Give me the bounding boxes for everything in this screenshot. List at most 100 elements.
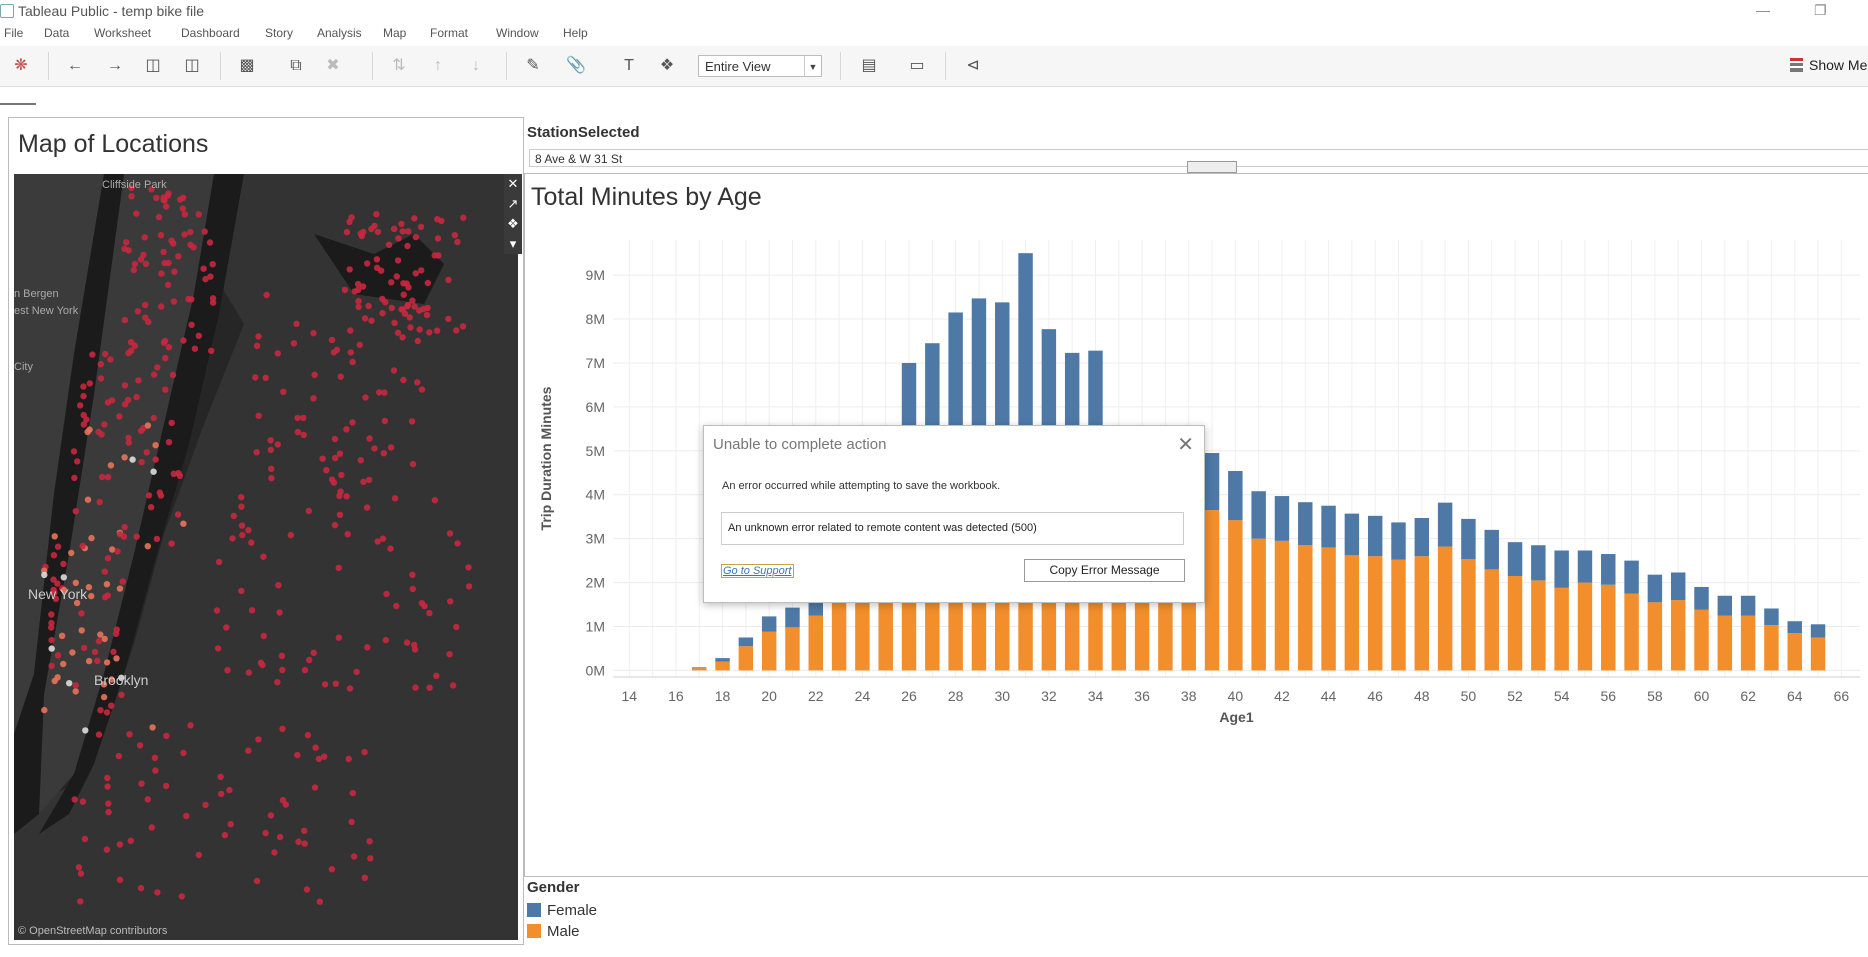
menu-format[interactable]: Format <box>430 26 469 40</box>
bar-male[interactable] <box>808 615 824 671</box>
station-dot[interactable] <box>112 630 120 637</box>
labels-icon[interactable]: T <box>624 57 634 74</box>
station-dot[interactable] <box>391 495 399 502</box>
station-dot[interactable] <box>400 280 407 287</box>
station-dot[interactable] <box>180 520 187 527</box>
station-dot[interactable] <box>390 225 398 232</box>
station-dot[interactable] <box>255 333 262 340</box>
station-dot[interactable] <box>227 821 234 828</box>
station-dot[interactable] <box>68 549 75 557</box>
station-dot[interactable] <box>187 228 194 236</box>
station-dot[interactable] <box>95 637 103 645</box>
station-dot[interactable] <box>417 223 425 231</box>
station-dot[interactable] <box>454 540 461 547</box>
station-dot[interactable] <box>104 399 112 406</box>
station-dot[interactable] <box>152 442 159 449</box>
station-dot[interactable] <box>323 467 330 474</box>
station-dot[interactable] <box>95 731 103 738</box>
station-dot[interactable] <box>178 893 185 900</box>
station-dot[interactable] <box>137 884 145 892</box>
station-dot[interactable] <box>465 564 472 571</box>
station-dot[interactable] <box>357 457 364 464</box>
station-dot[interactable] <box>347 349 354 356</box>
station-dot[interactable] <box>248 607 256 614</box>
station-dot[interactable] <box>348 818 355 826</box>
station-dot[interactable] <box>116 876 124 883</box>
station-dot[interactable] <box>165 344 173 351</box>
station-dot[interactable] <box>387 444 395 451</box>
station-dot[interactable] <box>60 586 68 594</box>
station-dot[interactable] <box>416 326 423 333</box>
station-dot[interactable] <box>252 374 259 381</box>
station-dot[interactable] <box>60 574 67 581</box>
station-dot[interactable] <box>121 454 128 461</box>
station-dot[interactable] <box>161 259 168 267</box>
station-dot[interactable] <box>366 838 373 845</box>
station-dot[interactable] <box>238 494 245 501</box>
station-dot[interactable] <box>379 535 387 542</box>
station-dot[interactable] <box>181 211 189 218</box>
station-dot[interactable] <box>114 548 121 555</box>
station-dot[interactable] <box>374 228 382 236</box>
station-dot[interactable] <box>143 449 150 456</box>
station-dot[interactable] <box>312 744 319 751</box>
station-dot[interactable] <box>108 676 115 683</box>
station-dot[interactable] <box>336 450 344 457</box>
save-icon[interactable]: ◫ <box>145 57 161 74</box>
station-dot[interactable] <box>133 533 140 540</box>
pin-icon[interactable]: ❖ <box>659 57 675 74</box>
station-dot[interactable] <box>116 841 124 848</box>
station-dot[interactable] <box>223 624 230 631</box>
station-dot[interactable] <box>290 340 298 347</box>
station-dot[interactable] <box>116 531 124 538</box>
station-dot[interactable] <box>304 731 312 739</box>
bar-male[interactable] <box>1414 556 1430 671</box>
bar-male[interactable] <box>1577 582 1593 671</box>
bar-female[interactable] <box>1344 513 1360 556</box>
station-dot[interactable] <box>446 651 453 658</box>
station-dot[interactable] <box>360 478 367 485</box>
station-dot[interactable] <box>195 211 202 218</box>
station-dot[interactable] <box>78 610 85 617</box>
station-dot[interactable] <box>54 543 62 550</box>
station-dot[interactable] <box>279 725 286 732</box>
bar-male[interactable] <box>761 631 777 671</box>
station-dot[interactable] <box>105 808 112 816</box>
station-dot[interactable] <box>224 667 231 674</box>
clear-icon[interactable]: ✖ <box>326 57 340 74</box>
station-dot[interactable] <box>255 736 262 743</box>
station-dot[interactable] <box>412 684 419 691</box>
station-dot[interactable] <box>295 838 302 845</box>
station-dot[interactable] <box>126 731 133 738</box>
close-icon[interactable]: ✕ <box>1177 434 1194 456</box>
station-dot[interactable] <box>73 599 81 607</box>
station-dot[interactable] <box>163 203 170 210</box>
station-dot[interactable] <box>162 782 170 790</box>
station-dot[interactable] <box>152 767 159 774</box>
station-dot[interactable] <box>149 724 156 731</box>
station-dot[interactable] <box>148 824 155 831</box>
station-dot[interactable] <box>72 682 79 689</box>
bar-female[interactable] <box>1670 572 1686 601</box>
station-dot[interactable] <box>393 273 400 280</box>
station-dot[interactable] <box>150 468 157 475</box>
station-dot[interactable] <box>382 636 389 644</box>
station-dot[interactable] <box>104 473 112 481</box>
bar-female[interactable] <box>1298 502 1313 546</box>
popout-icon[interactable]: ↗ <box>507 196 519 211</box>
station-dot[interactable] <box>130 266 137 274</box>
station-dot[interactable] <box>332 680 339 687</box>
station-dot[interactable] <box>400 291 407 298</box>
station-dot[interactable] <box>279 666 286 674</box>
station-dot[interactable] <box>311 371 318 378</box>
station-dot[interactable] <box>77 870 85 877</box>
station-dot[interactable] <box>97 375 105 382</box>
station-dot[interactable] <box>366 435 373 442</box>
station-dot[interactable] <box>160 248 167 256</box>
station-dot[interactable] <box>201 228 208 235</box>
station-dot[interactable] <box>335 564 342 572</box>
station-dot[interactable] <box>424 279 432 287</box>
station-dot[interactable] <box>97 631 104 638</box>
station-dot[interactable] <box>79 798 87 805</box>
station-dot[interactable] <box>267 437 274 444</box>
